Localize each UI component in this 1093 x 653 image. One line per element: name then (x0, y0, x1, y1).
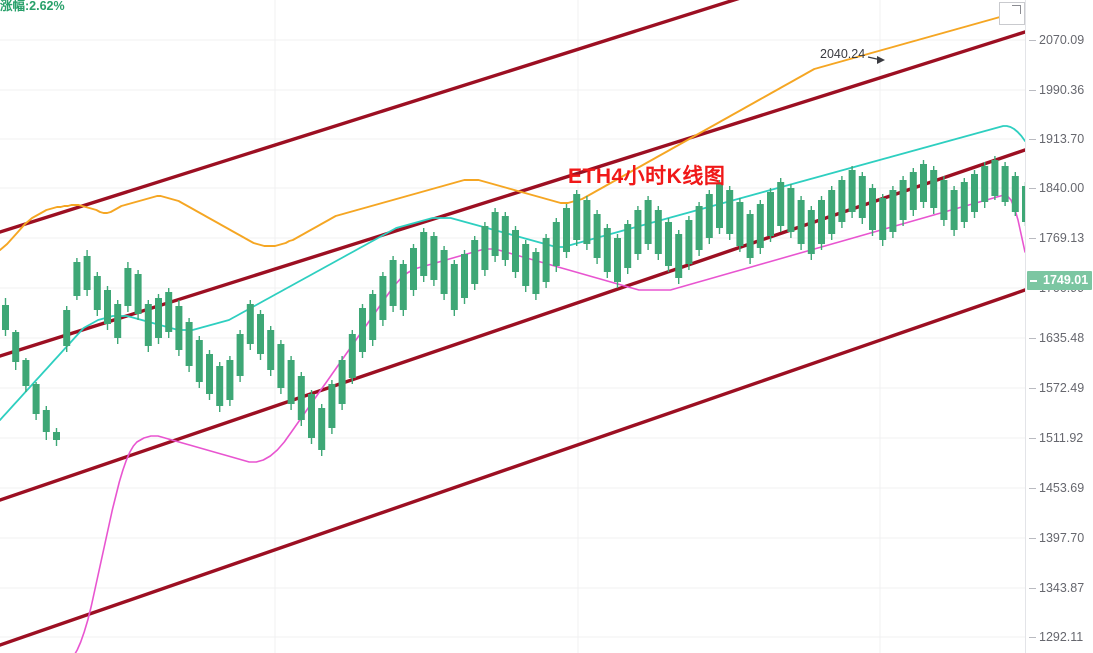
axis-tick-label: 1453.69 (1039, 481, 1085, 495)
axis-tick-label: 2070.09 (1039, 33, 1085, 47)
axis-divider (1025, 0, 1026, 653)
axis-tick-label: 1769.13 (1039, 231, 1085, 245)
axis-tick-label: 1292.11 (1039, 630, 1084, 644)
axis-tick-label: 1511.92 (1039, 431, 1084, 445)
corner-bracket-icon (1012, 5, 1021, 14)
axis-tick-label: 1572.49 (1039, 381, 1085, 395)
price-axis[interactable]: 2070.091990.361913.701840.001769.131700.… (1025, 0, 1093, 653)
plot-svg (0, 0, 1025, 653)
axis-tick-label: 1397.70 (1039, 531, 1085, 545)
candlestick-series (2, 156, 1025, 456)
ma-mid-line (0, 125, 1025, 421)
axis-tick-label: 1343.87 (1039, 581, 1085, 595)
ma-fast-line (0, 9, 1025, 251)
peak-annotation-arrow (867, 56, 885, 64)
current-price-badge[interactable]: 1749.01 (1027, 271, 1093, 291)
candlestick-plot-area[interactable] (0, 0, 1025, 653)
axis-tick-label: 1840.00 (1039, 181, 1085, 195)
price-change-label: 涨幅:2.62% (0, 0, 65, 13)
current-price-dash (1030, 280, 1037, 282)
corner-marker[interactable] (999, 2, 1025, 25)
chart-title: ETH4小时K线图 (568, 165, 726, 188)
axis-tick-label: 1990.36 (1039, 83, 1085, 97)
current-price-value: 1749.01 (1043, 273, 1089, 288)
axis-tick-label: 1635.48 (1039, 331, 1085, 345)
peak-price-annotation: 2040.24 (820, 47, 866, 61)
axis-tick-label: 1913.70 (1039, 132, 1085, 146)
